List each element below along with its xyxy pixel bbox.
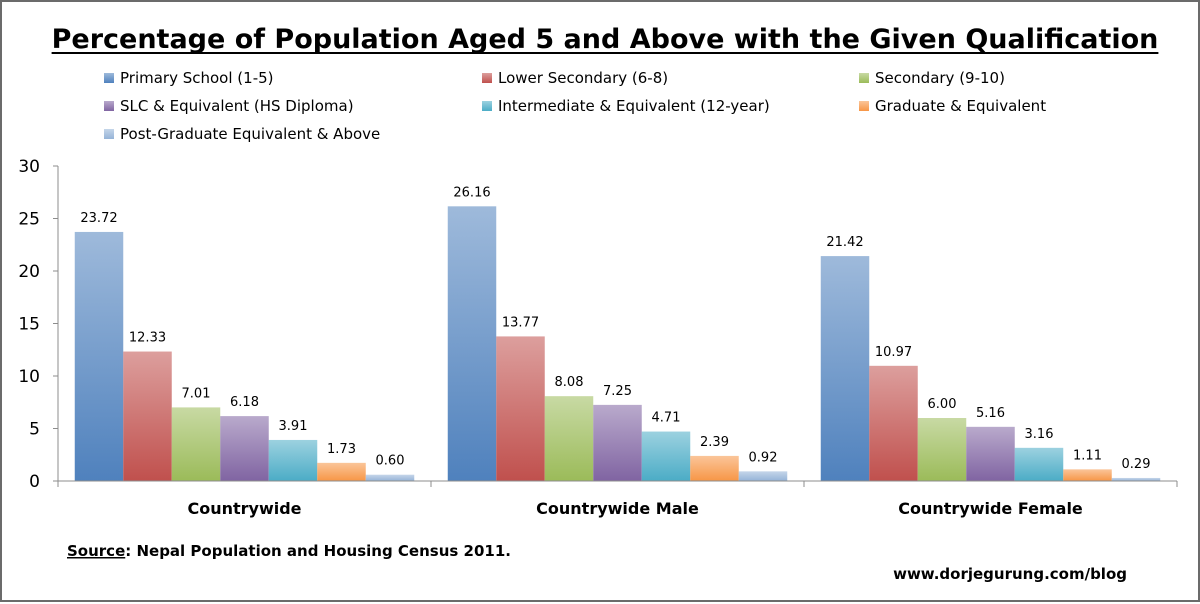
data-label: 13.77 <box>502 315 539 330</box>
bar <box>1063 469 1112 481</box>
x-category-label: Countrywide <box>187 499 301 518</box>
data-label: 21.42 <box>826 235 863 250</box>
y-tick-label: 10 <box>18 367 40 387</box>
data-label: 2.39 <box>700 435 729 450</box>
legend-swatch <box>104 129 114 139</box>
data-label: 10.97 <box>875 345 912 360</box>
bar <box>690 455 739 481</box>
data-label: 8.08 <box>555 375 584 390</box>
legend-swatch <box>104 73 114 83</box>
data-label: 12.33 <box>129 331 166 346</box>
data-label: 26.16 <box>453 185 490 200</box>
bar <box>496 336 545 481</box>
bar <box>447 206 497 481</box>
bar <box>123 351 172 481</box>
legend-swatch <box>482 73 492 83</box>
legend-swatch <box>104 101 114 111</box>
data-label: 6.18 <box>230 395 259 410</box>
bar <box>74 231 124 481</box>
bar <box>171 407 221 481</box>
bar <box>1014 447 1064 481</box>
x-category-label: Countrywide Female <box>898 499 1083 518</box>
source-text: : Nepal Population and Housing Census 20… <box>125 542 511 560</box>
bar <box>869 365 918 481</box>
bar <box>966 426 1015 481</box>
data-label: 0.29 <box>1122 457 1151 472</box>
bar <box>641 431 691 481</box>
bar <box>544 396 594 481</box>
y-tick-label: 20 <box>18 262 40 282</box>
legend-label: Secondary (9-10) <box>875 69 1005 87</box>
data-label: 4.71 <box>652 411 681 426</box>
source-label: Source <box>67 542 125 560</box>
data-label: 0.60 <box>376 454 405 469</box>
bar <box>917 418 967 481</box>
data-label: 3.16 <box>1025 427 1054 442</box>
data-label: 6.00 <box>928 397 957 412</box>
legend-label: Intermediate & Equivalent (12-year) <box>498 97 770 115</box>
bar <box>268 439 318 481</box>
legend-swatch <box>859 101 869 111</box>
chart-title: Percentage of Population Aged 5 and Abov… <box>52 24 1159 55</box>
data-label: 23.72 <box>80 211 117 226</box>
legend-label: Primary School (1-5) <box>120 69 274 87</box>
y-tick-label: 0 <box>29 472 40 492</box>
bar <box>820 256 870 481</box>
data-label: 7.01 <box>182 386 211 401</box>
bar <box>220 416 269 481</box>
data-label: 7.25 <box>603 384 632 399</box>
x-category-label: Countrywide Male <box>536 499 699 518</box>
y-tick-label: 5 <box>29 420 40 440</box>
x-axis: Countrywide Countrywide Male Countrywide F… <box>57 480 1178 518</box>
legend-label: Graduate & Equivalent <box>875 97 1046 115</box>
y-tick-label: 25 <box>18 210 40 230</box>
source-note: Source: Nepal Population and Housing Cen… <box>67 542 511 560</box>
y-tick-label: 15 <box>18 315 40 335</box>
bar <box>365 474 415 481</box>
data-label: 1.11 <box>1073 448 1102 463</box>
y-axis: 0 5 10 15 20 25 30 <box>18 157 59 492</box>
legend-swatch <box>482 101 492 111</box>
bar <box>593 404 642 481</box>
bar <box>317 462 366 481</box>
bar <box>738 471 788 481</box>
bar <box>1111 477 1161 481</box>
website-credit: www.dorjegurung.com/blog <box>893 565 1127 583</box>
legend-label: SLC & Equivalent (HS Diploma) <box>120 97 354 115</box>
data-label: 5.16 <box>976 406 1005 421</box>
legend-label: Post-Graduate Equivalent & Above <box>120 125 380 143</box>
bars: 23.72 12.33 7.01 6.18 3.91 1.73 0.60 26.16 13.77… <box>74 185 1161 481</box>
data-label: 3.91 <box>279 419 308 434</box>
legend: Primary School (1-5) Lower Secondary (6-8… <box>104 69 1046 143</box>
data-label: 0.92 <box>749 450 778 465</box>
legend-label: Lower Secondary (6-8) <box>498 69 668 87</box>
y-tick-label: 30 <box>18 157 40 177</box>
data-label: 1.73 <box>327 442 356 457</box>
legend-swatch <box>859 73 869 83</box>
